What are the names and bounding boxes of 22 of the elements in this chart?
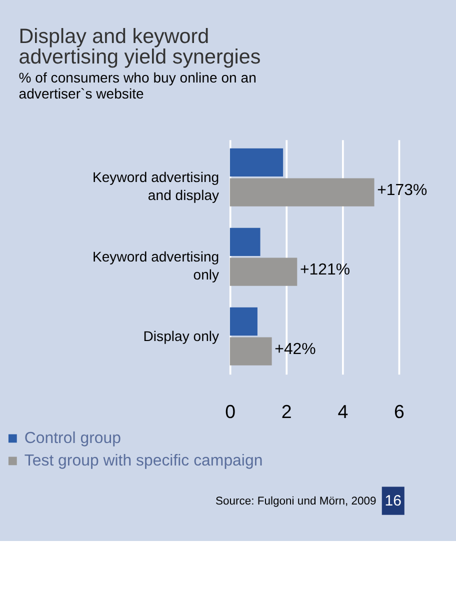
chart-subtitle: % of consumers who buy online on an advertiser`s website <box>18 69 256 102</box>
text: 16 <box>384 492 402 510</box>
y-tick-label: Keyword advertising and display <box>92 169 220 203</box>
bar <box>230 337 272 366</box>
source-note: Source: Fulgoni und Mörn, 2009 <box>216 496 376 508</box>
bar <box>230 307 258 336</box>
x-tick-label: 2 <box>281 400 292 422</box>
x-tick-label: 0 <box>225 400 236 422</box>
legend-label: Control group <box>24 430 122 448</box>
y-tick-label: Keyword advertising only <box>92 248 220 282</box>
bar <box>230 258 298 286</box>
x-tick-label: 6 <box>394 400 404 422</box>
bar <box>230 148 284 177</box>
x-tick-label: 4 <box>338 400 348 422</box>
annotation: +173% <box>377 182 428 200</box>
bar <box>230 178 374 206</box>
bar <box>230 228 260 256</box>
annotation: +42% <box>274 341 316 358</box>
legend-label: Test group with specific campaign <box>24 452 263 470</box>
y-tick-label: Display only <box>143 328 220 344</box>
chart-title: Display and keyword advertising yield synergies <box>18 24 261 69</box>
annotation: +121% <box>300 262 350 279</box>
